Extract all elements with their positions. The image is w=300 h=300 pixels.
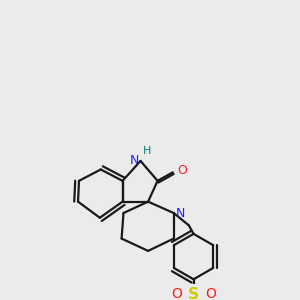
Text: O: O xyxy=(205,287,216,300)
Text: O: O xyxy=(171,287,182,300)
Text: N: N xyxy=(176,206,185,220)
Text: N: N xyxy=(129,154,139,167)
Text: H: H xyxy=(143,146,152,157)
Text: S: S xyxy=(188,287,199,300)
Text: O: O xyxy=(178,164,187,177)
